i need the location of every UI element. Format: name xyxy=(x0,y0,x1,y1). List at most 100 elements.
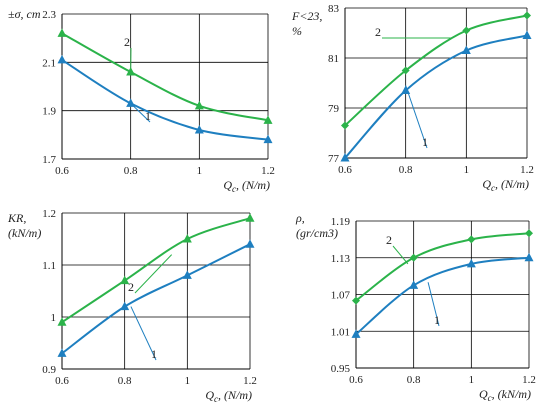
chart-panel-1: 1.7 1.9 2.1 2.3 0.6 0.8 1 1.2 ±σ, cm Qc, (N/m) 1 2 xyxy=(8,7,275,194)
series-1-point xyxy=(194,125,204,134)
series-1-label: 1 xyxy=(145,109,151,123)
y-tick-label: 79 xyxy=(328,103,340,115)
y-axis-label: % xyxy=(292,24,302,38)
y-tick-label: 1.9 xyxy=(42,106,56,118)
series-1-label: 1 xyxy=(434,313,440,327)
series-2-point xyxy=(57,317,67,326)
y-tick-label: 1.7 xyxy=(42,154,56,166)
series-2-leader-line xyxy=(134,254,173,294)
y-axis-label: ρ, xyxy=(295,211,305,225)
x-tick-label: 0.8 xyxy=(399,164,413,176)
series-1-point xyxy=(340,153,350,162)
y-axis-label: (kN/m) xyxy=(8,226,41,240)
series-2-line xyxy=(61,217,251,324)
series-1-point xyxy=(57,348,67,357)
x-tick-label: 0.6 xyxy=(349,374,363,386)
y-tick-label: 1.19 xyxy=(331,216,351,228)
series-1-point xyxy=(466,258,476,268)
y-tick-label: 2.3 xyxy=(42,9,56,21)
y-tick-label: 0.95 xyxy=(331,363,351,375)
series-1-point xyxy=(182,270,192,279)
series-2-label: 2 xyxy=(386,233,392,247)
series-1-leader-line xyxy=(405,85,428,149)
series-2-point xyxy=(467,235,476,244)
y-tick-label: 77 xyxy=(328,153,340,165)
x-tick-label: 1.2 xyxy=(520,164,534,176)
x-tick-label: 1 xyxy=(464,164,470,176)
x-tick-label: 1 xyxy=(197,165,203,177)
series-2-line xyxy=(61,32,269,122)
series-2-point xyxy=(120,275,130,285)
x-tick-label: 0.8 xyxy=(118,375,132,387)
y-tick-label: 1.13 xyxy=(331,253,351,265)
y-tick-label: 1.01 xyxy=(331,326,350,338)
y-tick-label: 0.9 xyxy=(42,364,56,376)
chart-panel-3: 0.9 1 1.1 1.2 0.6 0.8 1 1.2 KR,(kN/m) Qc, (N/m) 1 2 xyxy=(7,208,257,404)
series-1-label: 1 xyxy=(151,347,157,361)
y-tick-label: 1 xyxy=(51,312,57,324)
x-axis-label: Qc, (N/m) xyxy=(205,388,252,404)
x-tick-label: 1.2 xyxy=(522,374,536,386)
x-tick-label: 1 xyxy=(469,374,475,386)
chart-panel-4: 0.95 1.01 1.07 1.13 1.19 0.6 0.8 1 1.2 ρ,(gr/cm3)… xyxy=(295,211,536,403)
series-2-point xyxy=(352,296,360,305)
series-2-point xyxy=(525,229,533,238)
series-1-point xyxy=(57,54,67,64)
series-1-line xyxy=(355,256,530,336)
series-1-point xyxy=(409,280,419,289)
series-2-point xyxy=(401,66,410,75)
y-axis-label: (gr/cm3) xyxy=(296,226,338,240)
series-2-point xyxy=(462,26,471,35)
x-axis-label: Qc, (N/m) xyxy=(223,178,270,194)
series-1-point xyxy=(522,30,532,39)
y-tick-label: 81 xyxy=(328,53,339,65)
x-tick-label: 0.6 xyxy=(55,165,69,177)
series-2-line xyxy=(344,14,528,127)
series-1-point xyxy=(245,239,255,248)
series-1-leader-line xyxy=(427,282,440,327)
x-tick-label: 0.8 xyxy=(407,374,421,386)
x-tick-label: 0.8 xyxy=(124,165,138,177)
x-tick-label: 1.2 xyxy=(243,375,257,387)
y-axis-label: F<23, xyxy=(291,9,322,23)
series-2-label: 2 xyxy=(375,25,381,39)
series-2-point xyxy=(194,100,204,110)
y-axis-label: ±σ, cm xyxy=(8,7,41,21)
x-axis-label: Qc, (kN/m) xyxy=(479,387,531,403)
y-tick-label: 1.2 xyxy=(42,208,56,220)
series-2-line xyxy=(355,232,530,302)
series-2-point xyxy=(57,28,67,37)
series-1-point xyxy=(461,45,471,54)
x-tick-label: 0.6 xyxy=(338,164,352,176)
series-1-leader-line xyxy=(130,306,157,361)
series-2-point xyxy=(409,253,418,262)
series-1-point xyxy=(263,134,273,144)
series-2-label: 2 xyxy=(124,35,130,49)
series-1-label: 1 xyxy=(422,135,428,149)
x-tick-label: 0.6 xyxy=(55,375,69,387)
y-tick-label: 1.07 xyxy=(331,290,351,302)
y-tick-label: 83 xyxy=(328,3,340,15)
series-1-line xyxy=(61,59,269,141)
series-2-point xyxy=(245,213,255,222)
series-1-line xyxy=(344,34,528,159)
series-2-point xyxy=(182,234,192,243)
series-1-point xyxy=(126,98,136,107)
series-2-point xyxy=(263,115,273,124)
series-2-leader-line xyxy=(392,245,409,265)
series-2-point xyxy=(523,11,531,20)
x-tick-label: 1.2 xyxy=(261,165,275,177)
x-axis-label: Qc, (N/m) xyxy=(482,177,529,193)
series-1-point xyxy=(351,329,361,338)
y-tick-label: 2.1 xyxy=(42,57,56,69)
series-2-label: 2 xyxy=(128,280,134,294)
series-1-point xyxy=(120,301,130,311)
y-tick-label: 1.1 xyxy=(42,260,56,272)
x-tick-label: 1 xyxy=(185,375,191,387)
series-1-point xyxy=(524,252,534,262)
series-1-line xyxy=(61,243,251,355)
series-1-leader-line xyxy=(130,103,151,123)
y-axis-label: KR, xyxy=(7,211,26,225)
chart-panel-2: 77 79 81 83 0.6 0.8 1 1.2 F<23,% Qc, (N/m) 1 2 xyxy=(291,3,534,193)
